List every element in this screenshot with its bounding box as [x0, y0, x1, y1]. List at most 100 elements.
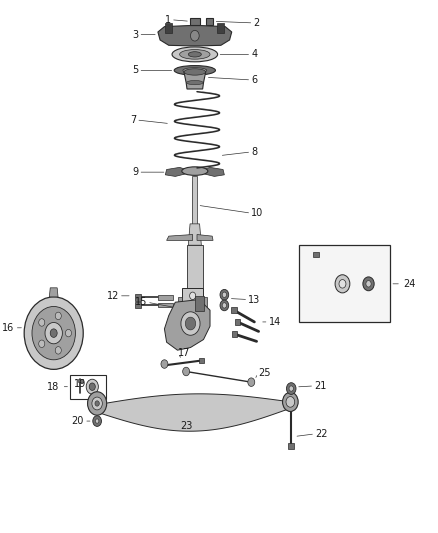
Circle shape	[45, 322, 62, 344]
Circle shape	[50, 329, 57, 337]
Bar	[195, 296, 204, 311]
Polygon shape	[158, 303, 173, 307]
Bar	[235, 319, 240, 325]
Bar	[313, 252, 319, 257]
Bar	[217, 23, 224, 33]
Circle shape	[363, 277, 374, 291]
Polygon shape	[164, 300, 210, 350]
Ellipse shape	[172, 47, 218, 62]
Circle shape	[161, 360, 168, 368]
Text: 22: 22	[315, 429, 328, 439]
Ellipse shape	[183, 68, 207, 73]
Bar	[187, 245, 203, 288]
Polygon shape	[204, 167, 224, 176]
Text: 23: 23	[180, 422, 192, 431]
Circle shape	[248, 378, 255, 386]
Bar	[178, 297, 182, 308]
Bar	[206, 18, 213, 25]
Text: 4: 4	[251, 50, 258, 59]
Circle shape	[191, 30, 199, 41]
Text: 21: 21	[314, 381, 327, 391]
Ellipse shape	[174, 66, 215, 75]
Text: 12: 12	[106, 291, 119, 301]
Circle shape	[88, 392, 107, 415]
Text: 5: 5	[132, 66, 138, 75]
Circle shape	[95, 419, 99, 423]
Bar	[135, 294, 141, 301]
Bar	[299, 245, 390, 322]
Circle shape	[335, 275, 350, 293]
Polygon shape	[165, 167, 186, 176]
Text: 8: 8	[251, 147, 258, 157]
Bar	[135, 302, 141, 308]
Circle shape	[92, 397, 102, 410]
Circle shape	[185, 317, 196, 330]
Ellipse shape	[187, 80, 203, 85]
Bar	[78, 379, 83, 383]
Text: 17: 17	[178, 349, 191, 358]
Circle shape	[222, 303, 226, 308]
Text: 9: 9	[132, 167, 138, 177]
Circle shape	[190, 303, 196, 311]
Text: 3: 3	[132, 30, 138, 39]
Circle shape	[286, 383, 296, 394]
Bar	[231, 307, 237, 313]
Circle shape	[93, 416, 102, 426]
Circle shape	[183, 367, 190, 376]
Circle shape	[222, 292, 226, 297]
Text: 13: 13	[248, 295, 261, 304]
Text: 15: 15	[135, 297, 147, 307]
Circle shape	[339, 279, 346, 288]
Circle shape	[32, 306, 75, 360]
Circle shape	[89, 383, 95, 390]
Text: 6: 6	[251, 75, 258, 85]
Circle shape	[181, 312, 200, 335]
Text: 2: 2	[254, 18, 260, 28]
Bar	[288, 443, 294, 449]
Circle shape	[366, 280, 371, 287]
Bar	[182, 288, 203, 314]
Text: 18: 18	[47, 382, 59, 392]
Text: 20: 20	[72, 416, 84, 426]
Bar	[190, 18, 200, 25]
Circle shape	[283, 392, 298, 411]
Circle shape	[55, 312, 61, 320]
Ellipse shape	[184, 69, 206, 75]
Polygon shape	[158, 295, 173, 300]
Circle shape	[65, 329, 71, 337]
Ellipse shape	[188, 52, 201, 57]
Text: 16: 16	[2, 323, 14, 333]
Bar	[203, 297, 208, 308]
Polygon shape	[49, 288, 58, 297]
Text: 19: 19	[74, 379, 86, 389]
Polygon shape	[184, 72, 206, 89]
Text: 10: 10	[251, 208, 264, 218]
Text: 1: 1	[165, 15, 171, 25]
Circle shape	[55, 346, 61, 354]
Circle shape	[286, 397, 295, 407]
Ellipse shape	[182, 167, 208, 175]
Polygon shape	[197, 235, 213, 240]
Bar	[70, 375, 106, 399]
Polygon shape	[188, 224, 201, 245]
Circle shape	[86, 379, 99, 394]
Bar	[165, 23, 172, 33]
Polygon shape	[95, 394, 290, 431]
Bar	[192, 176, 198, 224]
Circle shape	[39, 319, 45, 326]
Text: 24: 24	[403, 279, 416, 289]
Circle shape	[24, 297, 83, 369]
Ellipse shape	[180, 50, 210, 59]
Text: 25: 25	[258, 368, 270, 378]
Circle shape	[289, 386, 293, 391]
Circle shape	[39, 340, 45, 348]
Circle shape	[220, 289, 229, 300]
Circle shape	[190, 292, 196, 300]
Circle shape	[95, 401, 99, 406]
Polygon shape	[158, 26, 232, 46]
Text: 7: 7	[130, 115, 136, 125]
Text: 14: 14	[268, 317, 281, 327]
Circle shape	[220, 300, 229, 311]
Bar	[199, 358, 204, 363]
Bar	[232, 331, 237, 337]
